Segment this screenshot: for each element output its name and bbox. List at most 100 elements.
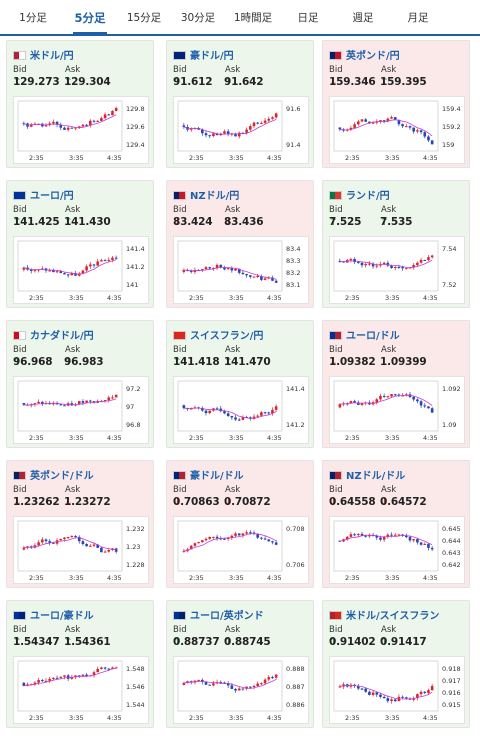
rate-card[interactable]: ユーロ/英ポンド Bid Ask ↑ 0.88737 ↑ 0.88745 0.888 0.887…: [166, 600, 314, 728]
tab-monthly[interactable]: 月足: [407, 12, 429, 24]
pair-name[interactable]: ユーロ/英ポンド: [190, 611, 264, 622]
rate-card[interactable]: 英ポンド/ドル Bid Ask ↓ 1.23262 ↓ 1.23272 1.232 1.23 1.…: [6, 460, 154, 588]
ask-arrow-icon: ↑: [224, 76, 233, 88]
candle-body: [212, 683, 215, 686]
pair-name[interactable]: ユーロ/ドル: [346, 331, 400, 342]
pair-name[interactable]: スイスフラン/円: [190, 331, 264, 342]
pair-name[interactable]: 米ドル/スイスフラン: [346, 611, 440, 622]
candle-body: [274, 406, 278, 410]
mini-candle-chart[interactable]: 97.2 97 96.8 2:35 3:35 4:35: [13, 376, 149, 444]
rate-card[interactable]: 英ポンド/円 Bid Ask ↓ 159.346 ↑ 159.395 159.4 159.2 15…: [322, 40, 470, 168]
candle-body: [204, 410, 208, 414]
mini-candle-chart[interactable]: 141.4 141.2 2:35 3:35 4:35: [173, 376, 309, 444]
candle-body: [353, 534, 356, 536]
candle-body: [368, 263, 371, 265]
mini-candle-chart[interactable]: 83.4 83.3 83.2 83.1 2:35 3:35 4:35: [173, 236, 309, 304]
pair-name[interactable]: ユーロ/豪ドル: [30, 611, 94, 622]
candle-body: [338, 127, 342, 130]
card-header: NZドル/円: [173, 187, 309, 202]
rate-card[interactable]: 米ドル/円 Bid Ask ↑ 129.273 ↑ 129.304 129.8 129.6 129…: [6, 40, 154, 168]
pair-name[interactable]: NZドル/ドル: [346, 471, 406, 482]
tab-5min[interactable]: 5分足: [63, 0, 117, 36]
y-tick-label: 129.6: [126, 123, 145, 131]
candle-body: [81, 124, 85, 127]
bid-label: Bid: [329, 65, 343, 75]
tab-15min[interactable]: 15分足: [126, 12, 162, 24]
y-tick-label: 159: [442, 141, 454, 149]
pair-name[interactable]: 英ポンド/ドル: [30, 471, 94, 482]
rate-card[interactable]: ユーロ/円 Bid Ask ↑ 141.425 ↑ 141.430 141.4 141.2 141…: [6, 180, 154, 308]
mini-candle-chart[interactable]: 0.645 0.644 0.643 0.642 2:35 3:35 4:35: [329, 516, 465, 584]
candle-body: [92, 120, 96, 122]
mini-candle-chart[interactable]: 0.918 0.917 0.916 0.915 2:35 3:35 4:35: [329, 656, 465, 724]
rate-card[interactable]: NZドル/ドル Bid Ask ↓ 0.64558 ↓ 0.64572 0.645 0.644 0…: [322, 460, 470, 588]
tab-1hour[interactable]: 1時間足: [233, 12, 273, 24]
mini-candle-chart[interactable]: 0.888 0.887 0.886 2:35 3:35 4:35: [173, 656, 309, 724]
pair-name[interactable]: 豪ドル/円: [190, 51, 234, 62]
pair-name[interactable]: カナダドル/円: [30, 331, 94, 342]
candle-body: [37, 401, 40, 404]
candle-body: [260, 122, 263, 124]
candle-body: [401, 267, 404, 269]
chart-svg: 0.708 0.706 2:35 3:35 4:35: [177, 520, 305, 582]
rate-card[interactable]: 豪ドル/ドル Bid Ask ↓ 0.70863 ↓ 0.70872 0.708 0.706 2:…: [166, 460, 314, 588]
rate-card[interactable]: ユーロ/豪ドル Bid Ask ↑ 1.54347 ↑ 1.54361 1.548 1.546 1…: [6, 600, 154, 728]
candle-body: [260, 412, 263, 416]
tab-1min[interactable]: 1分足: [19, 12, 47, 24]
rate-card[interactable]: スイスフラン/円 Bid Ask ↑ 141.418 ↑ 141.470 141.4 141.2…: [166, 320, 314, 448]
ask-arrow-icon: ↑: [380, 216, 389, 228]
bid-label: Bid: [13, 205, 27, 215]
y-tick-label: 91.4: [286, 141, 300, 149]
plot-frame: [333, 240, 439, 292]
mini-candle-chart[interactable]: 159.4 159.2 159 2:35 3:35 4:35: [329, 96, 465, 164]
candle-body: [70, 127, 74, 129]
mini-candle-chart[interactable]: 1.092 1.09 2:35 3:35 4:35: [329, 376, 465, 444]
chart-svg: 129.8 129.6 129.4 2:35 3:35 4:35: [17, 100, 145, 162]
tab-daily[interactable]: 日足: [297, 12, 319, 24]
mini-candle-chart[interactable]: 7.54 7.52 2:35 3:35 4:35: [329, 236, 465, 304]
rate-card[interactable]: 豪ドル/円 Bid Ask ↑ 91.612 ↑ 91.642 91.6 91.4 2:35 3:3…: [166, 40, 314, 168]
mini-candle-chart[interactable]: 0.708 0.706 2:35 3:35 4:35: [173, 516, 309, 584]
candle-body: [241, 272, 245, 275]
candle-body: [201, 407, 204, 411]
pair-name[interactable]: ユーロ/円: [30, 191, 74, 202]
x-tick-label: 4:35: [267, 574, 282, 582]
candle-body: [353, 124, 356, 128]
rate-card[interactable]: ユーロ/ドル Bid Ask ↓ 1.09382 1.09399 1.092 1.09 2:35…: [322, 320, 470, 448]
candle-body: [114, 667, 118, 669]
candle-body: [357, 262, 360, 264]
y-tick-label: 1.09: [442, 421, 456, 429]
pair-name[interactable]: ランド/円: [346, 191, 390, 202]
mini-candle-chart[interactable]: 141.4 141.2 141 2:35 3:35 4:35: [13, 236, 149, 304]
candle-body: [427, 406, 430, 409]
pair-name[interactable]: NZドル/円: [190, 191, 240, 202]
candle-body: [107, 259, 111, 261]
moving-average-line: [339, 534, 433, 545]
mini-candle-chart[interactable]: 91.6 91.4 2:35 3:35 4:35: [173, 96, 309, 164]
tab-30min[interactable]: 30分足: [180, 12, 216, 24]
mini-candle-chart[interactable]: 129.8 129.6 129.4 2:35 3:35 4:35: [13, 96, 149, 164]
moving-average-line: [183, 407, 277, 419]
mini-candle-chart[interactable]: 1.548 1.546 1.544 2:35 3:35 4:35: [13, 656, 149, 724]
candle-body: [85, 544, 88, 547]
ask-label: Ask: [381, 625, 397, 635]
flag-icon: [329, 471, 342, 480]
candle-body: [77, 536, 81, 542]
rate-card[interactable]: カナダドル/円 Bid Ask ↑ 96.968 ↑ 96.983 97.2 97 96.8 2:3…: [6, 320, 154, 448]
x-tick-label: 2:35: [345, 154, 360, 162]
rate-card[interactable]: 米ドル/スイスフラン Bid Ask ↑ 0.91402 ↑ 0.91417 0.918 0.9…: [322, 600, 470, 728]
candle-body: [103, 551, 107, 553]
mini-candle-chart[interactable]: 1.232 1.23 1.228 2:35 3:35 4:35: [13, 516, 149, 584]
pair-name[interactable]: 米ドル/円: [30, 51, 74, 62]
candle-body: [100, 667, 103, 670]
candle-body: [430, 547, 434, 550]
pair-name[interactable]: 豪ドル/ドル: [190, 471, 244, 482]
bid-arrow-icon: ↓: [173, 496, 182, 508]
rate-card[interactable]: NZドル/円 Bid Ask ↓ 83.424 ↓ 83.436 83.4 83.3 83.2 83…: [166, 180, 314, 308]
rate-card[interactable]: ランド/円 Bid Ask ↑ 7.525 ↑ 7.535 7.54 7.52 2:35 3:35 4…: [322, 180, 470, 308]
candle-body: [111, 397, 114, 399]
candle-body: [360, 533, 364, 536]
pair-name[interactable]: 英ポンド/円: [346, 51, 400, 62]
tab-weekly[interactable]: 週足: [352, 12, 374, 24]
candle-body: [96, 544, 99, 548]
